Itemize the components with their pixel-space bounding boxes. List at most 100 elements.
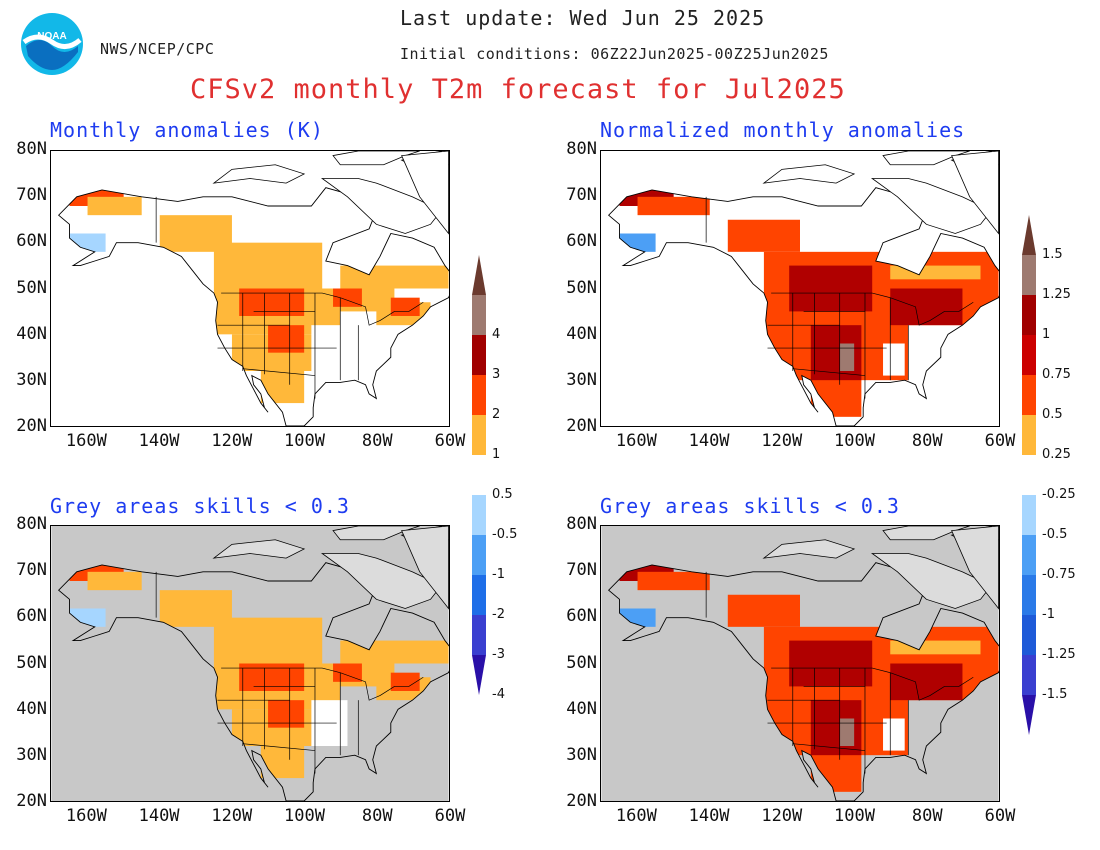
anomaly-cell — [727, 594, 800, 627]
colorbar-segment — [472, 615, 486, 655]
anomaly-cell — [87, 196, 142, 216]
lat-tick-label: 40N — [566, 323, 597, 344]
arctic-island — [882, 526, 970, 541]
colorbar-label: 0.75 — [1042, 367, 1071, 382]
lat-tick-label: 30N — [566, 744, 597, 765]
anomaly-cell — [390, 297, 420, 316]
anomaly-cell — [87, 571, 142, 591]
colorbar-segment — [1022, 255, 1036, 295]
boundary-line — [792, 743, 866, 751]
map-canvas — [608, 151, 999, 426]
boundary-line — [792, 368, 866, 376]
lat-tick-label: 50N — [16, 652, 47, 673]
anomaly-cell — [890, 265, 981, 280]
lat-tick-label: 50N — [566, 652, 597, 673]
colorbar-label: -4 — [492, 687, 505, 702]
colorbar-segment — [472, 575, 486, 615]
colorbar-label: 3 — [492, 367, 501, 382]
colorbar-normalized: 1.5 1.25 1 0.75 0.5 0.25 -0.25 -0.5 -0.75 -1 -1.25… — [1020, 215, 1090, 740]
arctic-island — [212, 164, 306, 184]
colorbar-label: -3 — [492, 647, 505, 662]
anomaly-cell — [390, 672, 420, 691]
boundary-line — [242, 368, 316, 376]
logo-text: NOAA — [37, 31, 66, 42]
panel-title-tr: Normalized monthly anomalies — [600, 118, 966, 142]
colorbar-segment — [472, 535, 486, 575]
lon-tick-label: 140W — [138, 806, 180, 826]
anomaly-cell — [890, 288, 963, 326]
lat-tick-label: 40N — [16, 698, 47, 719]
colorbar-segment — [472, 415, 486, 455]
lat-tick-label: 70N — [16, 560, 47, 581]
lat-tick-label: 70N — [566, 185, 597, 206]
map-panel-normalized — [600, 150, 1000, 427]
lat-tick-label: 70N — [16, 185, 47, 206]
arctic-island — [762, 539, 856, 559]
colorbar-label: -1.25 — [1042, 647, 1076, 662]
greenland — [401, 526, 449, 610]
lat-tick-label: 30N — [16, 744, 47, 765]
anomaly-cell — [637, 196, 710, 216]
colorbar-label: -0.25 — [1042, 487, 1076, 502]
colorbar-label: 0.5 — [492, 487, 513, 502]
lon-tick-label: 160W — [615, 806, 657, 826]
arctic-island — [332, 526, 420, 541]
greenland — [951, 151, 999, 235]
colorbar-label: -0.75 — [1042, 567, 1076, 582]
lat-tick-label: 20N — [16, 791, 47, 811]
lon-tick-label: 120W — [211, 431, 253, 451]
colorbar-segment — [472, 295, 486, 335]
colorbar-label: -2 — [492, 607, 505, 622]
lat-tick-label: 80N — [566, 514, 597, 534]
lon-tick-label: 140W — [138, 431, 180, 451]
anomaly-cell — [839, 343, 855, 371]
lon-tick-label: 140W — [688, 431, 730, 451]
coastline — [608, 187, 999, 426]
anomaly-cell — [268, 700, 305, 728]
noaa-logo: NOAA — [20, 12, 84, 80]
lon-tick-label: 80W — [911, 431, 943, 451]
last-update: Last update: Wed Jun 25 2025 — [400, 6, 766, 30]
anomaly-cell — [883, 718, 905, 751]
boundary-line — [771, 667, 974, 701]
colorbar-segment — [472, 455, 486, 495]
anomaly-cell — [637, 571, 710, 591]
lat-tick-label: 60N — [16, 606, 47, 627]
colorbar-segment — [1022, 335, 1036, 375]
lon-tick-label: 160W — [615, 431, 657, 451]
lon-tick-label: 100W — [284, 806, 325, 826]
colorbar-label: 1.25 — [1042, 287, 1071, 302]
colorbar-segment — [1022, 455, 1036, 495]
coastline — [58, 187, 449, 426]
anomaly-cell — [727, 219, 800, 252]
anomaly-cell — [260, 371, 305, 404]
map-panel-anomalies — [50, 150, 450, 427]
anomaly-cell — [268, 325, 305, 353]
boundary-line — [242, 743, 316, 751]
lat-tick-label: 60N — [566, 231, 597, 252]
lon-tick-label: 120W — [761, 806, 803, 826]
colorbar-segment — [1022, 495, 1036, 535]
anomaly-cell — [883, 343, 905, 376]
colorbar-label: 2 — [492, 407, 501, 422]
lon-tick-label: 60W — [984, 431, 1016, 451]
map-canvas — [51, 526, 449, 801]
lat-tick-label: 60N — [16, 231, 47, 252]
colorbar-svg — [472, 255, 486, 695]
colorbar-anomalies: 4 3 2 1 0.5 -0.5 -1 -2 -3 -4 — [470, 255, 530, 702]
page-title: CFSv2 monthly T2m forecast for Jul2025 — [190, 74, 846, 105]
colorbar-label: 0.25 — [1042, 447, 1071, 462]
panel-title-br: Grey areas skills < 0.3 — [600, 494, 900, 518]
panel-title-tl: Monthly anomalies (K) — [50, 118, 324, 142]
lat-tick-label: 80N — [16, 139, 47, 159]
lat-tick-label: 20N — [566, 416, 597, 436]
lon-tick-label: 80W — [361, 806, 393, 826]
colorbar-svg — [1022, 215, 1036, 735]
map-panel-normalized-skill — [600, 525, 1000, 802]
lon-tick-label: 100W — [834, 431, 875, 451]
colorbar-label: -1 — [492, 567, 505, 582]
lon-tick-label: 60W — [434, 806, 466, 826]
greenland — [951, 526, 999, 610]
colorbar-top-arrow — [1022, 215, 1036, 255]
agency-label: NWS/NCEP/CPC — [100, 40, 215, 58]
